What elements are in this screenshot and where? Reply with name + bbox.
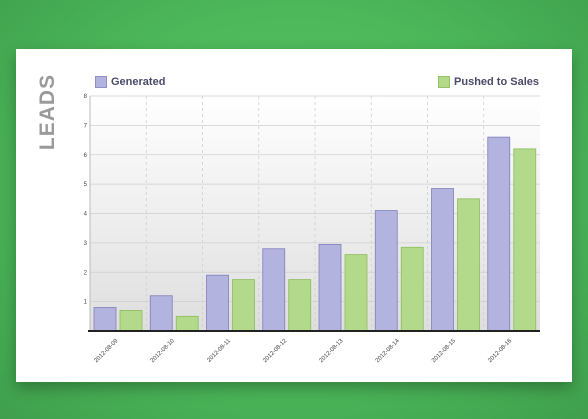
y-tick-label: 1 <box>84 300 88 306</box>
bar-generated[interactable] <box>487 136 511 332</box>
bar-generated[interactable] <box>318 243 342 332</box>
y-tick-label: 2 <box>84 270 88 276</box>
x-tick-label: 2012-08-15 <box>431 338 457 364</box>
legend-label-pushed-to-sales: Pushed to Sales <box>454 76 539 88</box>
bar-generated[interactable] <box>149 295 173 332</box>
bar-generated[interactable] <box>374 210 398 332</box>
bar-generated[interactable] <box>431 188 454 332</box>
legend-label-generated: Generated <box>111 76 166 88</box>
x-tick-label: 2012-08-11 <box>206 338 232 364</box>
y-tick-label: 6 <box>84 153 88 159</box>
x-tick-label: 2012-08-14 <box>375 338 401 364</box>
legend-pushed-to-sales[interactable]: Pushed to Sales <box>438 75 539 89</box>
y-tick-label: 5 <box>84 182 88 188</box>
bar-generated[interactable] <box>206 274 229 332</box>
bar-pushed-to-sales[interactable] <box>288 279 312 332</box>
bar-generated[interactable] <box>262 248 286 332</box>
legend-swatch-pushed-to-sales <box>438 76 451 88</box>
x-tick-label: 2012-08-09 <box>94 338 120 364</box>
legend-swatch-generated <box>95 76 107 88</box>
y-tick-label: 4 <box>84 212 88 218</box>
bar-pushed-to-sales[interactable] <box>513 148 537 332</box>
bar-pushed-to-sales[interactable] <box>457 198 480 332</box>
y-tick-label: 3 <box>84 241 88 247</box>
bar-pushed-to-sales[interactable] <box>232 279 255 332</box>
bar-pushed-to-sales[interactable] <box>344 254 368 332</box>
bar-pushed-to-sales[interactable] <box>175 315 199 332</box>
bar-pushed-to-sales[interactable] <box>119 310 143 332</box>
y-tick-label: 8 <box>84 94 88 100</box>
x-tick-label: 2012-08-12 <box>262 338 288 364</box>
bar-generated[interactable] <box>93 307 117 332</box>
y-tick-label: 7 <box>84 123 88 129</box>
legend-generated[interactable]: Generated <box>95 75 165 89</box>
x-tick-label: 2012-08-10 <box>150 338 176 364</box>
bar-pushed-to-sales[interactable] <box>400 246 424 332</box>
x-tick-label: 2012-08-16 <box>487 338 513 364</box>
x-tick-label: 2012-08-13 <box>319 338 345 364</box>
